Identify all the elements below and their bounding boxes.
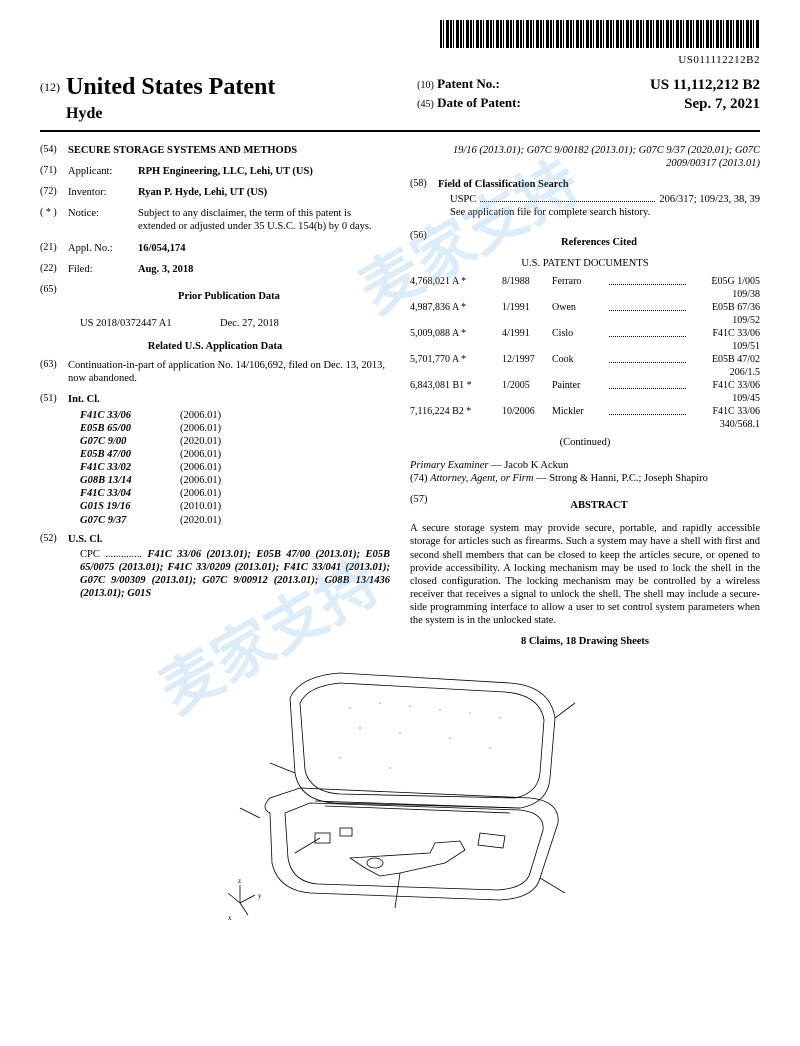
refs-sub: U.S. PATENT DOCUMENTS	[410, 257, 760, 270]
intcl-row: F41C 33/02(2006.01)	[80, 461, 390, 474]
country-num: (12)	[40, 72, 60, 124]
ref-row: 6,843,081 B1 *1/2005PainterF41C 33/06	[410, 380, 760, 393]
prior-pub-no: US 2018/0372447 A1	[80, 317, 220, 330]
attorney: Strong & Hanni, P.C.; Joseph Shapiro	[549, 473, 708, 484]
ref-row: 4,987,836 A *1/1991OwenE05B 67/36	[410, 302, 760, 315]
appl-no: 16/054,174	[138, 242, 390, 255]
applicant: RPH Engineering, LLC, Lehi, UT (US)	[138, 166, 313, 177]
main-columns: (54) SECURE STORAGE SYSTEMS AND METHODS …	[40, 144, 760, 649]
ref-row: 7,116,224 B2 *10/2006MicklerF41C 33/06	[410, 406, 760, 419]
title-row: (12) United States Patent Hyde (10) Pate…	[40, 72, 760, 132]
intcl-row: G07C 9/00(2020.01)	[80, 435, 390, 448]
refs-table: 4,768,021 A *8/1988FerraroE05G 1/005109/…	[410, 276, 760, 432]
ref-row: 4,768,021 A *8/1988FerraroE05G 1/005	[410, 276, 760, 289]
abstract-heading: ABSTRACT	[438, 499, 760, 512]
refs-heading: References Cited	[438, 236, 760, 249]
barcode	[440, 20, 760, 48]
filed-date: Aug. 3, 2018	[138, 263, 390, 276]
intcl-row: E05B 47/00(2006.01)	[80, 448, 390, 461]
patent-drawing: x y z	[40, 658, 760, 938]
svg-text:y: y	[258, 892, 262, 900]
cpc-text: CPC .............. F41C 33/06 (2013.01);…	[80, 548, 390, 601]
patent-no: US 11,112,212 B2	[572, 76, 760, 95]
patent-date: Sep. 7, 2021	[572, 95, 760, 114]
invention-title: SECURE STORAGE SYSTEMS AND METHODS	[68, 144, 390, 157]
intcl-row: G07C 9/37(2020.01)	[80, 514, 390, 527]
intcl-list: F41C 33/06(2006.01)E05B 65/00(2006.01)G0…	[80, 409, 390, 527]
related-data: Continuation-in-part of application No. …	[68, 359, 390, 385]
prior-pub-date: Dec. 27, 2018	[220, 317, 279, 330]
continued: (Continued)	[410, 436, 760, 449]
drawing-svg: x y z	[200, 658, 600, 928]
intcl-row: G08B 13/14(2006.01)	[80, 474, 390, 487]
prior-pub-heading: Prior Publication Data	[68, 290, 390, 303]
ref-row: 5,009,088 A *4/1991CisloF41C 33/06	[410, 328, 760, 341]
ref-row: 5,701,770 A *12/1997CookE05B 47/02	[410, 354, 760, 367]
svg-text:z: z	[238, 877, 241, 885]
left-column: (54) SECURE STORAGE SYSTEMS AND METHODS …	[40, 144, 390, 649]
notice: Subject to any disclaimer, the term of t…	[138, 207, 390, 233]
examiner: Jacob K Ackun	[504, 460, 568, 471]
fcs-uspc: 206/317; 109/23, 38, 39	[659, 193, 760, 206]
top-header: US011112212B2	[40, 20, 760, 68]
intcl-row: F41C 33/06(2006.01)	[80, 409, 390, 422]
right-column: 19/16 (2013.01); G07C 9/00182 (2013.01);…	[410, 144, 760, 649]
barcode-number: US011112212B2	[40, 54, 760, 68]
intcl-row: E05B 65/00(2006.01)	[80, 422, 390, 435]
intcl-row: F41C 33/04(2006.01)	[80, 487, 390, 500]
abstract-text: A secure storage system may provide secu…	[410, 522, 760, 627]
country-title: United States Patent	[66, 72, 275, 102]
claims-line: 8 Claims, 18 Drawing Sheets	[410, 635, 760, 648]
related-heading: Related U.S. Application Data	[40, 340, 390, 353]
cpc-continued: 19/16 (2013.01); G07C 9/00182 (2013.01);…	[410, 144, 760, 170]
intcl-row: G01S 19/16(2010.01)	[80, 500, 390, 513]
inventor-short: Hyde	[66, 104, 275, 124]
svg-text:x: x	[228, 914, 232, 922]
inventor: Ryan P. Hyde, Lehi, UT (US)	[138, 187, 267, 198]
